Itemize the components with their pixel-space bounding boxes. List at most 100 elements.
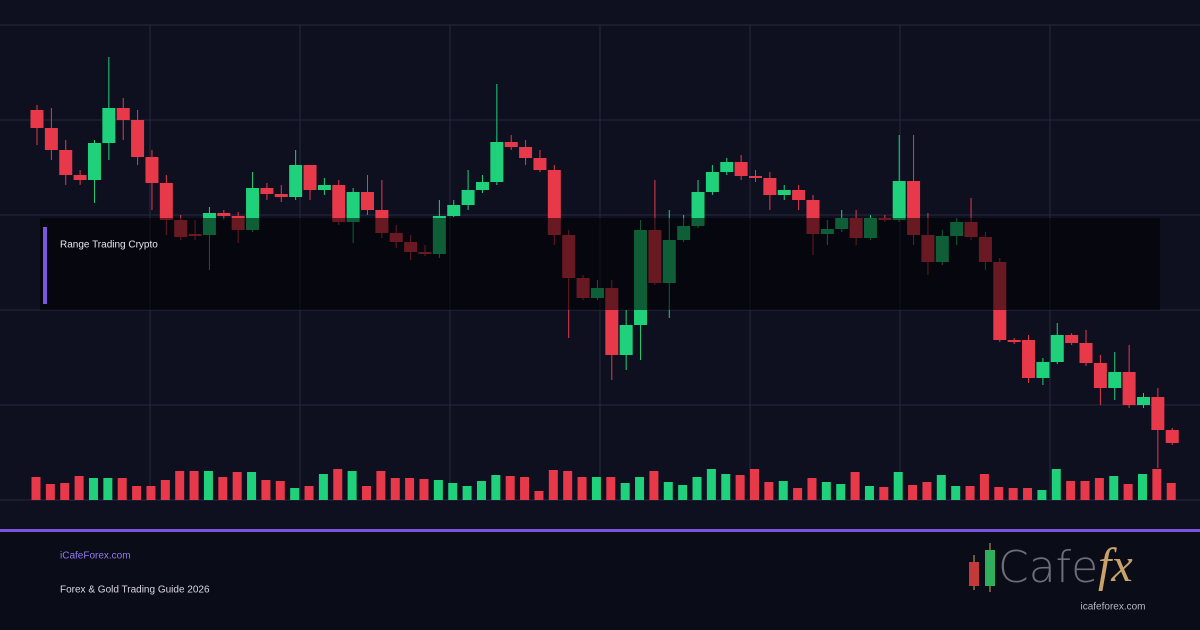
- volume-bar: [577, 477, 587, 500]
- candle-body: [475, 182, 489, 190]
- volume-bar: [1066, 481, 1076, 500]
- volume-bar: [1023, 488, 1033, 500]
- volume-bar: [333, 469, 343, 500]
- volume-bar: [88, 478, 98, 500]
- candle-body: [260, 188, 274, 194]
- volume-bar: [778, 481, 788, 500]
- volume-bar: [520, 477, 530, 500]
- volume-bar: [591, 477, 601, 500]
- candle-body: [59, 150, 73, 175]
- candle-body: [361, 192, 375, 210]
- volume-bar: [117, 478, 127, 500]
- annotation: Range Trading Crypto: [60, 240, 158, 251]
- volume-bar: [821, 482, 831, 500]
- volume-bar: [146, 486, 156, 500]
- volume-bar: [160, 480, 170, 500]
- volume-bar: [850, 472, 860, 500]
- volume-bar: [304, 486, 314, 500]
- volume-bar: [735, 475, 745, 500]
- volume-bar: [534, 491, 544, 500]
- footer-subtitle: Forex & Gold Trading Guide 2026: [60, 585, 210, 596]
- volume-bar: [390, 478, 400, 500]
- volume-bar: [1123, 484, 1133, 500]
- footer-bg: [0, 532, 1200, 630]
- candle-body: [1108, 372, 1122, 388]
- volume-bar: [879, 487, 889, 500]
- logo: Cafe fx icafeforex.com: [969, 539, 1146, 613]
- candle-body: [763, 178, 777, 195]
- volume-bar: [261, 480, 271, 500]
- range-overlay: [40, 218, 1160, 310]
- divider: [0, 529, 1200, 532]
- candle-body: [892, 181, 906, 220]
- volume-bar: [706, 469, 716, 500]
- logo-mark: fx: [1098, 539, 1133, 592]
- logo-candle: [985, 550, 995, 586]
- volume-bar: [1137, 474, 1147, 500]
- volume-bar: [203, 471, 213, 500]
- candle-body: [1079, 343, 1093, 363]
- candle-body: [461, 190, 475, 205]
- volume-bar: [951, 486, 961, 500]
- volume-bar: [1037, 490, 1047, 500]
- volume-bar: [620, 483, 630, 500]
- volume-bar: [1008, 488, 1018, 500]
- logo-url: icafeforex.com: [1080, 602, 1145, 613]
- volume-bar: [1080, 481, 1090, 500]
- volume-bar: [663, 482, 673, 500]
- candle-body: [1136, 397, 1150, 405]
- volume-bar: [45, 484, 55, 500]
- volume-bar: [922, 482, 932, 500]
- volume-bar: [132, 486, 142, 500]
- candle-body: [749, 176, 762, 178]
- volume-bar: [362, 486, 372, 500]
- volume-bar: [31, 477, 41, 500]
- volume-bar: [290, 488, 300, 500]
- candle-body: [734, 162, 748, 176]
- volume-bar: [692, 477, 702, 500]
- candle-body: [533, 158, 547, 170]
- volume-bar: [405, 478, 415, 500]
- volume-bar: [1152, 469, 1162, 500]
- volume-bar: [893, 472, 903, 500]
- candle-body: [519, 147, 533, 158]
- candle-body: [217, 213, 231, 216]
- volume-bar: [965, 486, 975, 500]
- volume-bar: [476, 481, 486, 500]
- volume-bar: [1109, 476, 1119, 500]
- volume-bar: [491, 475, 501, 500]
- volume-bar: [74, 476, 84, 500]
- logo-word: Cafe: [998, 542, 1098, 593]
- candle-body: [289, 165, 303, 197]
- volume-bar: [1094, 478, 1104, 500]
- volume-bar: [994, 487, 1004, 500]
- candle-body: [1065, 335, 1079, 343]
- candle-body: [317, 185, 331, 190]
- volume-bar: [189, 471, 199, 500]
- candle-body: [116, 108, 130, 120]
- volume-bar: [864, 486, 874, 500]
- candle-body: [1165, 430, 1179, 443]
- volume-bar: [936, 475, 946, 500]
- candle-body: [332, 185, 346, 222]
- volume-bar: [836, 484, 846, 500]
- annotation-accent: [43, 227, 47, 304]
- volume-bar: [419, 479, 429, 500]
- volume-bar: [979, 474, 989, 500]
- candle-body: [490, 142, 504, 182]
- volume-bar: [635, 477, 645, 500]
- volume-bar: [678, 485, 688, 500]
- volume-bar: [318, 474, 328, 500]
- volume-bar: [347, 471, 357, 500]
- candle-body: [1022, 340, 1036, 378]
- volume-bar: [1051, 469, 1061, 500]
- candle-body: [1093, 363, 1107, 388]
- candle-body: [131, 120, 145, 157]
- volume-bar: [60, 483, 70, 500]
- candle-body: [777, 190, 791, 195]
- volume-bar: [807, 478, 817, 500]
- volume-bar: [764, 482, 774, 500]
- candle-body: [619, 325, 633, 355]
- volume-bar: [448, 483, 458, 500]
